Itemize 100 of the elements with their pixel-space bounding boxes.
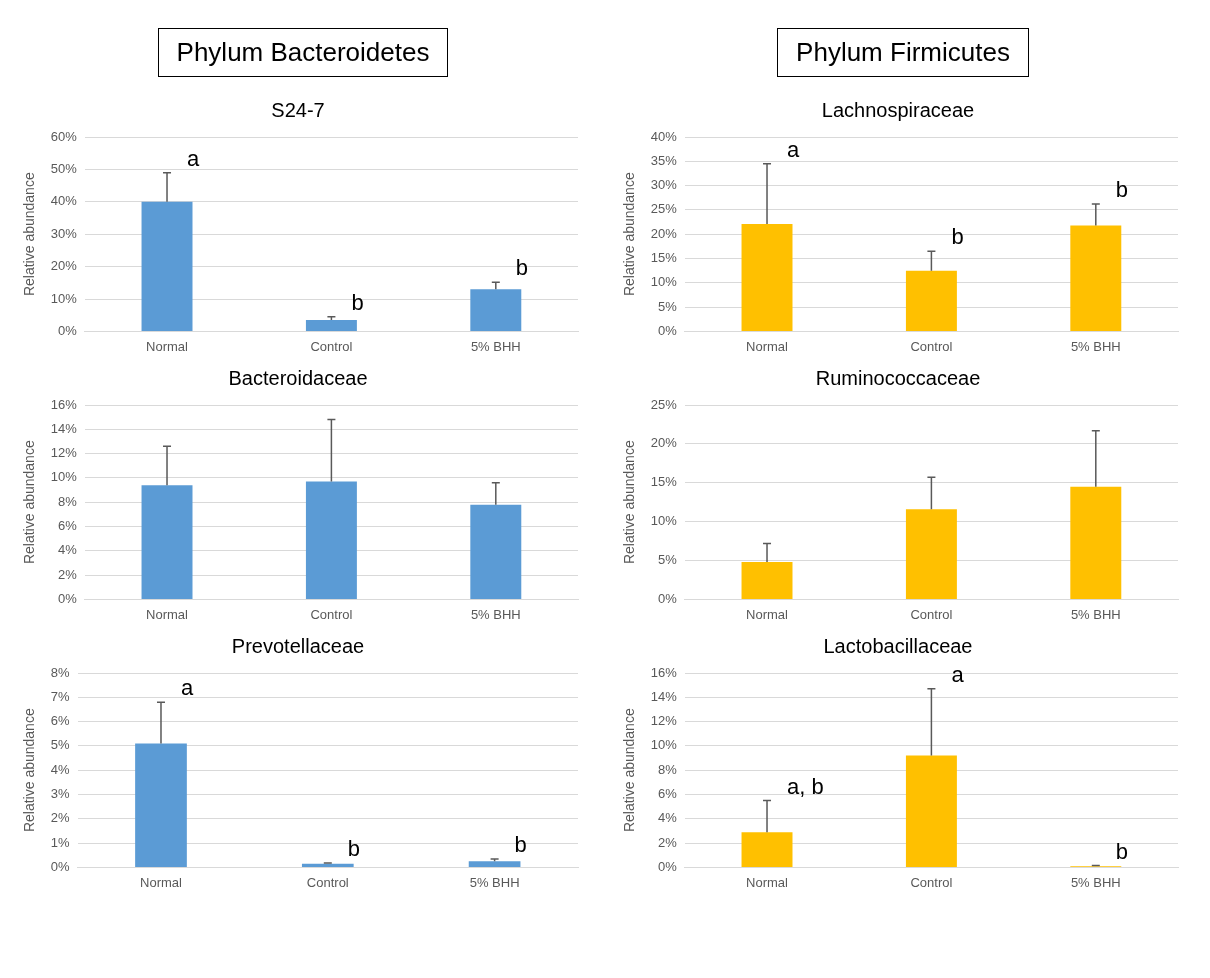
y-tick-label: 60% (50, 128, 78, 144)
y-tick-label: 35% (650, 152, 678, 168)
bar (305, 320, 357, 331)
y-tick-label: 2% (658, 834, 678, 850)
x-tick-label: 5% BHH (469, 874, 520, 890)
y-tick-label: 25% (650, 396, 678, 412)
x-tick-label: 5% BHH (1070, 338, 1121, 354)
y-axis-title: Relative abundance (21, 172, 38, 297)
chart-title: Lactobacillaceae (823, 634, 973, 657)
y-tick-label: 0% (658, 590, 678, 606)
bar (741, 562, 793, 599)
y-tick-label: 10% (50, 469, 78, 485)
bar (905, 509, 957, 599)
text: Phylum Firmicutes (777, 28, 1029, 77)
annotation: b (1115, 177, 1129, 203)
annotation: b (514, 831, 527, 857)
bar (468, 861, 521, 867)
y-tick-label: 7% (50, 688, 71, 704)
y-axis-title: Relative abundance (621, 708, 638, 833)
bar (905, 270, 957, 331)
y-tick-label: 10% (650, 513, 678, 529)
x-tick-label: Control (910, 338, 953, 354)
y-tick-label: 20% (650, 435, 678, 451)
annotation: b (515, 255, 529, 281)
y-axis-title: Relative abundance (21, 708, 38, 833)
bar (470, 504, 522, 599)
y-tick-label: 5% (658, 552, 678, 568)
y-tick-label: 4% (58, 542, 78, 558)
y-tick-label: 2% (58, 566, 78, 582)
bar (141, 485, 193, 599)
y-tick-label: 3% (50, 786, 71, 802)
y-tick-label: 30% (650, 177, 678, 193)
y-tick-label: 2% (50, 810, 71, 826)
y-tick-label: 12% (650, 713, 678, 729)
x-tick-label: Control (310, 606, 353, 622)
bar (741, 223, 793, 331)
x-tick-label: 5% BHH (1070, 606, 1121, 622)
x-tick-label: 5% BHH (470, 338, 521, 354)
y-tick-label: 40% (650, 128, 678, 144)
x-tick-label: Normal (146, 606, 189, 622)
annotation: b (347, 836, 361, 862)
y-tick-label: 0% (58, 590, 78, 606)
y-tick-label: 25% (650, 201, 678, 217)
chart-title: Lachnospiraceae (821, 98, 975, 121)
annotation: a (187, 145, 201, 171)
y-tick-label: 0% (58, 322, 78, 338)
y-tick-label: 6% (50, 713, 71, 729)
y-tick-label: 0% (658, 322, 678, 338)
y-tick-label: 12% (50, 445, 78, 461)
y-tick-label: 15% (650, 474, 678, 490)
annotation: b (351, 289, 364, 315)
bar (135, 743, 187, 867)
annotation: a (180, 675, 194, 701)
y-tick-label: 1% (50, 834, 71, 850)
x-tick-label: Normal (146, 338, 189, 354)
y-tick-label: 10% (650, 274, 678, 290)
y-tick-label: 16% (50, 396, 78, 412)
x-tick-label: 5% BHH (1070, 874, 1121, 890)
bar (741, 832, 793, 867)
y-tick-label: 0% (658, 858, 678, 874)
y-tick-label: 20% (650, 225, 678, 241)
bar (301, 863, 354, 867)
y-tick-label: 5% (50, 737, 71, 753)
annotation: b (1115, 838, 1129, 864)
y-tick-label: 4% (50, 761, 71, 777)
bar (905, 755, 957, 867)
bar (141, 201, 193, 331)
y-tick-label: 10% (650, 737, 678, 753)
bar (1070, 225, 1122, 331)
y-axis-title: Relative abundance (21, 440, 38, 565)
x-tick-label: 5% BHH (470, 606, 521, 622)
x-tick-label: Normal (140, 874, 183, 890)
y-tick-label: 0% (50, 858, 71, 874)
text: Phylum Bacteroidetes (157, 28, 449, 77)
annotation: a (787, 136, 801, 162)
annotation: b (951, 224, 964, 250)
y-tick-label: 14% (50, 420, 78, 436)
y-tick-label: 20% (50, 258, 78, 274)
bar (305, 481, 357, 599)
chart-title: Prevotellaceae (231, 634, 365, 657)
bar (470, 289, 522, 331)
x-tick-label: Normal (746, 874, 789, 890)
y-tick-label: 8% (58, 493, 78, 509)
x-tick-label: Control (310, 338, 353, 354)
y-tick-label: 4% (658, 810, 678, 826)
chart-title: S24-7 (271, 98, 325, 121)
y-tick-label: 8% (50, 664, 71, 680)
x-tick-label: Control (910, 874, 953, 890)
chart-title: Ruminococcaceae (815, 366, 981, 389)
y-tick-label: 10% (50, 290, 78, 306)
x-tick-label: Normal (746, 338, 789, 354)
y-tick-label: 5% (658, 298, 678, 314)
y-tick-label: 16% (650, 664, 678, 680)
y-tick-label: 8% (658, 761, 678, 777)
y-tick-label: 40% (50, 193, 78, 209)
y-axis-title: Relative abundance (621, 172, 638, 297)
y-tick-label: 14% (650, 688, 678, 704)
y-tick-label: 15% (650, 250, 678, 266)
y-tick-label: 6% (58, 518, 78, 534)
bar (1070, 486, 1122, 599)
